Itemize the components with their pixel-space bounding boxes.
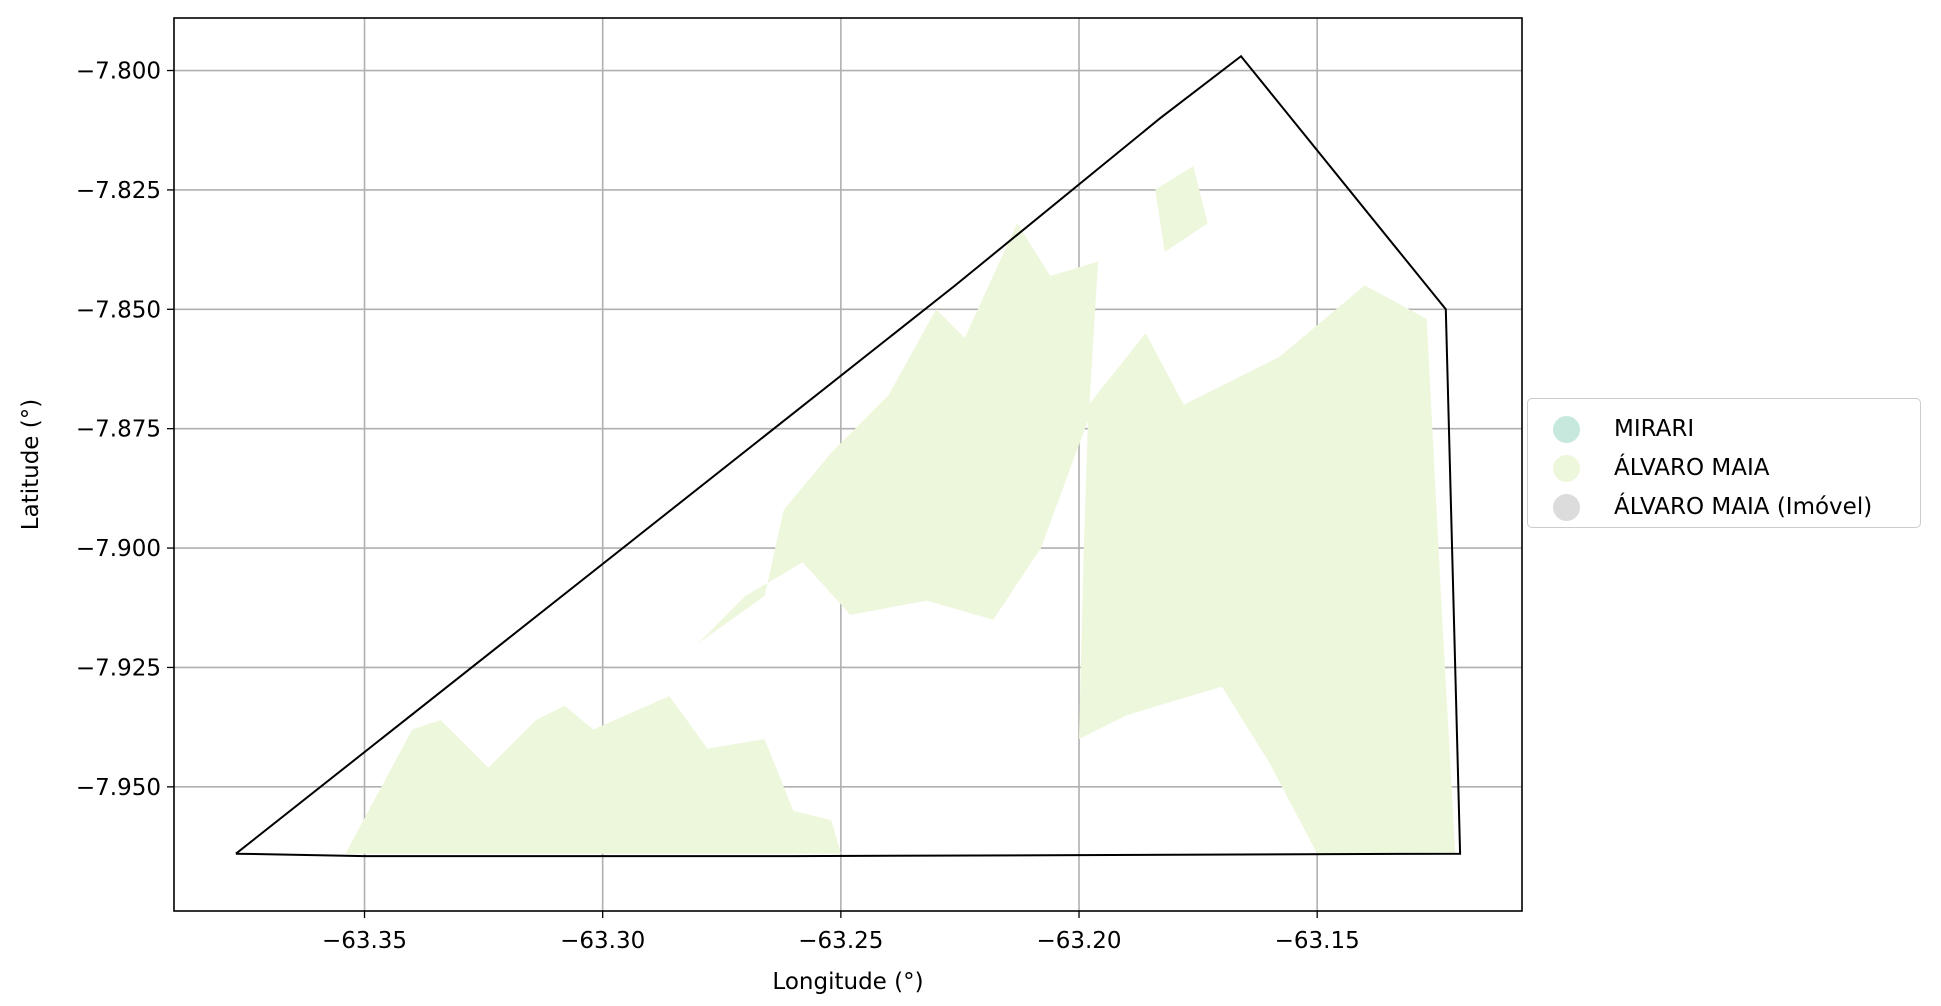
x-tick-label: −63.15 [1275,928,1360,954]
y-axis-label: Latitude (°) [18,399,44,530]
legend-marker-alvaro-maia [1553,454,1580,482]
land-region [1079,285,1456,854]
y-tick-label: −7.875 [76,417,161,443]
y-tick-label: −7.950 [76,775,161,801]
land-region [698,223,1099,644]
legend-label-mirari: MIRARI [1614,416,1695,442]
x-axis-label: Longitude (°) [772,969,923,995]
x-tick-label: −63.25 [798,928,883,954]
y-tick-label: −7.800 [76,59,161,85]
boundary-layer [235,54,1462,858]
y-tick-label: −7.850 [76,297,161,323]
x-tick-label: −63.30 [560,928,645,954]
tick-layer: −63.35 −63.30 −63.25 −63.20 −63.15 −7.800 −7.8… [76,59,1360,954]
legend-label-alvaro-maia: ÁLVARO MAIA [1614,455,1770,481]
legend-label-alvaro-maia-imovel: ÁLVARO MAIA (Imóvel) [1614,494,1873,520]
legend-marker-alvaro-maia-imovel [1553,493,1580,521]
region-layer [345,166,1456,854]
legend-item-alvaro-maia: ÁLVARO MAIA [1528,448,1770,488]
y-tick-label: −7.925 [76,655,161,681]
land-region [345,696,841,854]
y-tick-label: −7.825 [76,178,161,204]
property-boundary [235,54,1462,858]
y-tick-label: −7.900 [76,536,161,562]
legend-item-mirari: MIRARI [1528,409,1694,449]
land-region [1155,166,1208,252]
x-tick-label: −63.20 [1036,928,1121,954]
legend-marker-mirari [1553,415,1580,443]
legend-item-alvaro-maia-imovel: ÁLVARO MAIA (Imóvel) [1528,487,1872,527]
legend: MIRARI ÁLVARO MAIA ÁLVARO MAIA (Imóvel) [1527,398,1921,528]
x-tick-label: −63.35 [322,928,407,954]
axes-frame [173,17,1523,912]
